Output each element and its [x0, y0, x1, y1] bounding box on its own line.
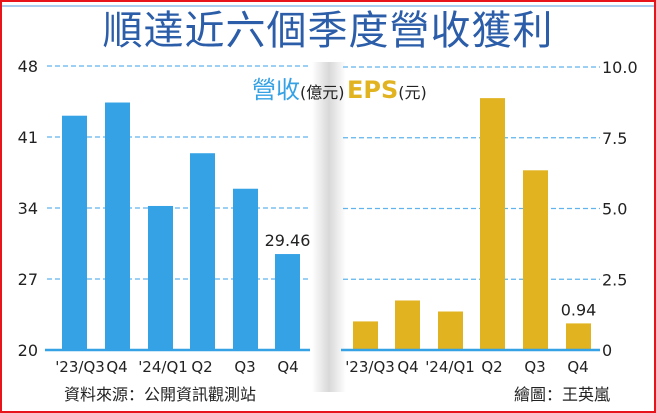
- series-name: 營收: [252, 76, 300, 104]
- x-tick-label: Q4: [106, 358, 127, 376]
- bar: [395, 300, 420, 350]
- x-tick-label: Q2: [191, 358, 212, 376]
- y-tick-label: 0: [602, 341, 612, 360]
- x-tick-label: '23/Q3: [345, 358, 395, 376]
- bar: [353, 321, 378, 350]
- y-tick-label: 20: [18, 341, 38, 360]
- series-title: 營收(億元): [252, 76, 345, 104]
- series-unit: (元): [398, 83, 427, 102]
- eps-chart: 02.55.07.510.0'23/Q3 Q4'24/Q1 Q2 Q30.94Q4EP…: [341, 58, 638, 376]
- y-tick-label: 48: [18, 57, 38, 76]
- x-tick-label: Q4: [397, 358, 418, 376]
- y-tick-label: 41: [18, 128, 38, 147]
- series-name: EPS: [347, 76, 398, 104]
- x-tick-label: '24/Q1: [425, 358, 475, 376]
- data-label: 0.94: [561, 300, 597, 319]
- series-title: EPS(元): [347, 76, 427, 104]
- bar: [190, 153, 215, 350]
- bar: [566, 323, 591, 350]
- bar: [275, 254, 300, 350]
- bar: [62, 115, 87, 350]
- bar: [233, 188, 258, 350]
- x-tick-label: '23/Q3: [55, 358, 105, 376]
- y-tick-label: 7.5: [602, 129, 627, 148]
- series-unit: (億元): [300, 83, 345, 102]
- bar: [523, 170, 548, 350]
- data-label: 29.46: [265, 231, 311, 250]
- x-tick-label: Q4: [277, 358, 298, 376]
- y-tick-label: 27: [18, 270, 38, 289]
- credit-note: 繪圖：王英嵐: [514, 385, 610, 404]
- chart-title: 順達近六個季度營收獲利: [102, 8, 554, 54]
- bar: [148, 205, 173, 350]
- x-tick-label: Q3: [524, 358, 545, 376]
- x-tick-label: '24/Q1: [138, 358, 188, 376]
- x-tick-label: Q3: [234, 358, 255, 376]
- x-tick-label: Q2: [481, 358, 502, 376]
- x-tick-label: Q4: [567, 358, 588, 376]
- bar: [105, 102, 130, 350]
- bar: [480, 98, 505, 350]
- source-note: 資料來源：公開資訊觀測站: [64, 385, 256, 404]
- top-rule: [2, 5, 654, 7]
- y-tick-label: 5.0: [602, 200, 627, 219]
- y-tick-label: 34: [18, 199, 38, 218]
- panel-divider-shade: [312, 62, 346, 392]
- y-tick-label: 10.0: [602, 58, 638, 77]
- bar: [438, 311, 463, 350]
- y-tick-label: 2.5: [602, 270, 627, 289]
